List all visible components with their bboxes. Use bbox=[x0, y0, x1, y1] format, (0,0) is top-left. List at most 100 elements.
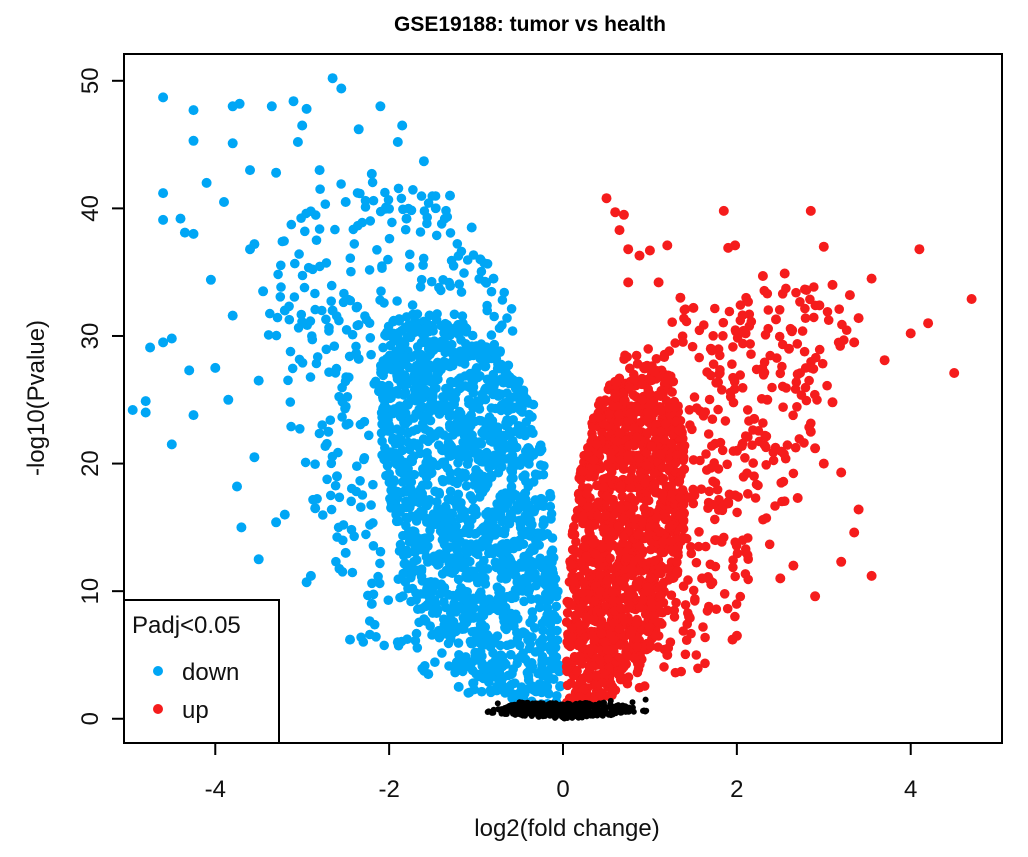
data-point-up bbox=[724, 489, 735, 500]
data-point-up bbox=[834, 304, 844, 315]
data-point-up bbox=[735, 370, 745, 380]
data-point-down bbox=[517, 453, 528, 463]
data-point-down bbox=[295, 424, 305, 434]
data-point-up bbox=[602, 644, 613, 655]
data-point-down bbox=[318, 510, 328, 520]
data-point-up bbox=[626, 563, 637, 574]
data-point-down bbox=[519, 596, 529, 607]
data-point-up bbox=[666, 536, 677, 547]
data-point-down bbox=[402, 379, 413, 390]
data-point-down bbox=[397, 120, 408, 131]
data-point-down bbox=[515, 585, 526, 596]
data-point-down bbox=[300, 226, 310, 237]
data-point-up bbox=[679, 508, 689, 518]
data-point-down bbox=[538, 529, 549, 539]
data-point-down bbox=[336, 83, 347, 94]
data-point-down bbox=[355, 419, 366, 430]
data-point-up bbox=[595, 586, 605, 597]
data-point-up bbox=[633, 453, 644, 463]
data-point-up bbox=[742, 550, 753, 560]
data-point-down bbox=[353, 353, 364, 364]
data-point-down bbox=[436, 336, 447, 347]
data-point-up bbox=[822, 380, 832, 391]
data-point-down bbox=[444, 567, 455, 577]
data-point-ns bbox=[545, 701, 552, 708]
data-point-down bbox=[444, 661, 454, 671]
data-point-up bbox=[691, 650, 702, 660]
data-point-down bbox=[421, 472, 432, 482]
data-point-down bbox=[317, 420, 328, 430]
data-point-down bbox=[344, 372, 354, 383]
data-point-up bbox=[767, 382, 777, 393]
data-point-up bbox=[810, 591, 821, 602]
data-point-up bbox=[562, 608, 573, 618]
data-point-down bbox=[232, 481, 242, 492]
data-point-down bbox=[327, 451, 338, 462]
data-point-down bbox=[277, 236, 288, 247]
data-point-down bbox=[487, 416, 498, 426]
data-point-up bbox=[800, 363, 811, 373]
data-point-up bbox=[669, 402, 680, 413]
data-point-down bbox=[326, 280, 337, 291]
data-point-up bbox=[593, 497, 603, 508]
data-point-down bbox=[293, 323, 304, 333]
data-point-down bbox=[479, 522, 489, 532]
data-point-up bbox=[634, 529, 645, 540]
data-point-up bbox=[612, 401, 623, 412]
data-point-down bbox=[493, 525, 503, 535]
data-point-down bbox=[476, 587, 486, 597]
data-point-down bbox=[365, 216, 376, 226]
data-point-up bbox=[690, 594, 700, 604]
data-point-down bbox=[326, 504, 337, 515]
data-point-up bbox=[641, 460, 652, 471]
data-point-up bbox=[788, 468, 799, 479]
data-point-up bbox=[774, 331, 785, 342]
data-point-up bbox=[590, 596, 600, 606]
data-point-down bbox=[453, 574, 464, 585]
data-point-up bbox=[804, 375, 814, 386]
data-point-down bbox=[443, 322, 454, 332]
data-point-up bbox=[649, 468, 660, 479]
data-point-down bbox=[366, 598, 377, 609]
data-point-up bbox=[573, 547, 583, 558]
data-point-up bbox=[732, 507, 742, 518]
data-point-down bbox=[480, 573, 490, 583]
data-point-down bbox=[423, 669, 434, 680]
data-point-up bbox=[626, 625, 637, 636]
data-point-down bbox=[397, 325, 407, 336]
data-point-down bbox=[444, 514, 455, 525]
data-point-up bbox=[592, 510, 603, 521]
data-point-down bbox=[486, 470, 497, 481]
data-point-up bbox=[581, 551, 591, 561]
data-point-down bbox=[314, 224, 325, 234]
data-point-up bbox=[666, 590, 677, 600]
data-point-up bbox=[567, 600, 577, 610]
data-point-down bbox=[439, 620, 450, 630]
data-point-down bbox=[364, 616, 375, 626]
data-point-down bbox=[459, 527, 469, 538]
data-point-down bbox=[327, 305, 338, 316]
data-point-up bbox=[635, 659, 645, 670]
data-point-up bbox=[569, 521, 579, 532]
legend-marker-down bbox=[153, 666, 163, 676]
data-point-down bbox=[201, 177, 212, 188]
data-point-up bbox=[653, 277, 664, 288]
data-point-down bbox=[299, 282, 310, 293]
data-point-ns bbox=[607, 697, 614, 704]
data-point-up bbox=[707, 414, 718, 425]
data-point-down bbox=[467, 514, 477, 525]
data-point-down bbox=[325, 415, 336, 426]
data-point-down bbox=[271, 517, 282, 528]
data-point-ns bbox=[622, 708, 629, 715]
data-point-down bbox=[445, 228, 456, 238]
data-point-up bbox=[758, 418, 768, 428]
data-point-down bbox=[410, 377, 421, 388]
data-point-up bbox=[614, 653, 625, 663]
data-point-down bbox=[310, 503, 321, 514]
data-point-up bbox=[667, 317, 677, 328]
data-point-up bbox=[611, 377, 622, 388]
data-point-up bbox=[777, 496, 787, 507]
data-point-down bbox=[463, 688, 474, 698]
data-point-up bbox=[618, 209, 629, 220]
data-point-ns bbox=[551, 708, 558, 715]
